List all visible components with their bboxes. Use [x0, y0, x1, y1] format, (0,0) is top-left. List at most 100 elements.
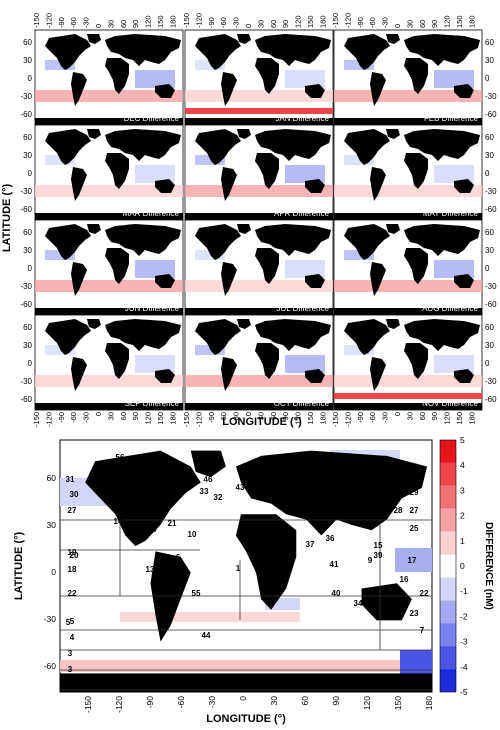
colorbar-tick: -5: [460, 687, 468, 697]
region-label: 2: [260, 573, 265, 582]
lat-tick: 60: [23, 323, 32, 332]
lat-tick: -30: [485, 377, 497, 386]
lon-tick: 60: [269, 412, 278, 420]
lon-tick: 120: [443, 15, 452, 28]
map-latitude-ticks: 60 30 0 -30 -60: [44, 473, 57, 671]
region-label: 18: [68, 565, 77, 574]
lon-tick: 90: [131, 412, 140, 420]
region-label: 55: [192, 589, 201, 598]
lat-tick: 60: [47, 473, 57, 483]
top-longitude-ticks: -150 -120 -90 -60 -30 0 30 60 90 120 150 180 -150 -12…: [32, 13, 476, 28]
lat-tick: -60: [20, 300, 32, 309]
colorbar-swatch: [440, 577, 456, 601]
lon-tick: -90: [207, 412, 216, 423]
lon-tick: -60: [69, 17, 78, 28]
region-label: 9: [368, 556, 373, 565]
lon-tick: -30: [381, 17, 390, 28]
lon-tick: -150: [182, 13, 191, 28]
lat-tick: 30: [23, 151, 32, 160]
lon-tick: 90: [430, 20, 439, 28]
lon-tick: -30: [207, 696, 217, 709]
lon-tick: -150: [32, 13, 41, 28]
region-label: 27: [410, 506, 419, 515]
bottom-longitude-ticks: -150 -120 -90 -60 -30 0 30 60 90 120 150 180 -150 -12…: [32, 412, 476, 427]
lon-tick: -120: [44, 412, 53, 427]
lon-tick: 180: [424, 696, 434, 710]
region-label: 6: [176, 553, 181, 562]
panel-nov: NOV Difference 60 30 0 -30 -60: [333, 314, 497, 411]
lat-tick: 30: [485, 151, 494, 160]
colorbar-swatch: [440, 462, 456, 486]
region-label: 28: [394, 506, 403, 515]
lon-tick: 150: [393, 696, 403, 710]
lon-tick: 90: [430, 412, 439, 420]
region-label: 56: [116, 453, 125, 462]
lon-tick: 180: [318, 412, 327, 425]
lat-ticks: 60 30 0 -30 -60: [20, 323, 32, 404]
lon-tick: 0: [94, 24, 103, 28]
region-label: 46: [204, 475, 213, 484]
panel-label: FEB Difference: [424, 114, 479, 123]
lon-tick: -60: [219, 412, 228, 423]
region-label: 32: [214, 493, 223, 502]
lat-tick: 30: [23, 56, 32, 65]
lon-tick: 150: [455, 412, 464, 425]
lat-tick: 0: [28, 264, 33, 273]
colorbar-tick: 0: [460, 561, 465, 571]
region-label: 43: [236, 483, 245, 492]
panel-label: DEC Difference: [124, 114, 180, 123]
lon-tick: -150: [331, 412, 340, 427]
lat-tick: 30: [47, 520, 57, 530]
region-label: 7: [420, 626, 425, 635]
region-label: 16: [400, 575, 409, 584]
lon-tick: 60: [418, 412, 427, 420]
lat-ticks: 60 30 0 -30 -60: [20, 133, 32, 214]
lon-tick: 180: [168, 15, 177, 28]
lon-tick: 150: [156, 15, 165, 28]
lon-tick: 150: [306, 412, 315, 425]
region-label: 29: [410, 488, 419, 497]
colorbar-swatch: [440, 508, 456, 532]
grid-x-axis-label: LONGITUDE (°): [222, 416, 302, 428]
panel-label: MAR Difference: [123, 209, 180, 218]
lat-tick: -60: [485, 205, 497, 214]
panel-jun: JUN Difference 60 30 0 -30 -60: [20, 219, 184, 316]
lat-tick: 60: [23, 133, 32, 142]
lon-tick: 60: [119, 20, 128, 28]
region-label: 10: [188, 530, 197, 539]
lon-tick: 150: [455, 15, 464, 28]
lon-tick: -30: [82, 412, 91, 423]
region-label: 31: [410, 475, 419, 484]
colorbar-tick: -2: [460, 611, 468, 621]
lon-tick: -30: [381, 412, 390, 423]
map-x-axis-label: LONGITUDE (°): [206, 713, 286, 725]
panel-label: OCT Difference: [274, 399, 330, 408]
panel-label: JUL Difference: [277, 304, 330, 313]
lon-tick: -120: [114, 696, 124, 713]
lon-tick: 30: [106, 20, 115, 28]
lat-tick: 60: [485, 323, 494, 332]
colorbar-swatch: [440, 623, 456, 647]
lon-tick: -30: [232, 412, 241, 423]
lon-tick: -90: [57, 17, 66, 28]
region-label: 36: [326, 534, 335, 543]
lat-tick: -30: [485, 282, 497, 291]
lon-tick: 150: [156, 412, 165, 425]
lon-tick: -60: [368, 412, 377, 423]
lon-tick: 30: [269, 696, 279, 706]
lon-tick: 90: [281, 412, 290, 420]
lat-tick: 0: [485, 169, 490, 178]
colorbar-swatch: [440, 600, 456, 624]
lon-tick: 90: [331, 696, 341, 706]
region-label: 40: [332, 589, 341, 598]
lon-tick: 0: [244, 24, 253, 28]
colorbar-tick: 1: [460, 536, 465, 546]
region-label: 23: [410, 609, 419, 618]
colorbar-tick: 4: [460, 460, 465, 470]
lon-tick: 60: [418, 20, 427, 28]
lat-tick: 0: [51, 567, 56, 577]
colorbar-swatch: [440, 440, 456, 463]
lon-tick: 0: [94, 412, 103, 416]
panel-mar: MAR Difference 60 30 0 -30 -60: [20, 124, 184, 221]
